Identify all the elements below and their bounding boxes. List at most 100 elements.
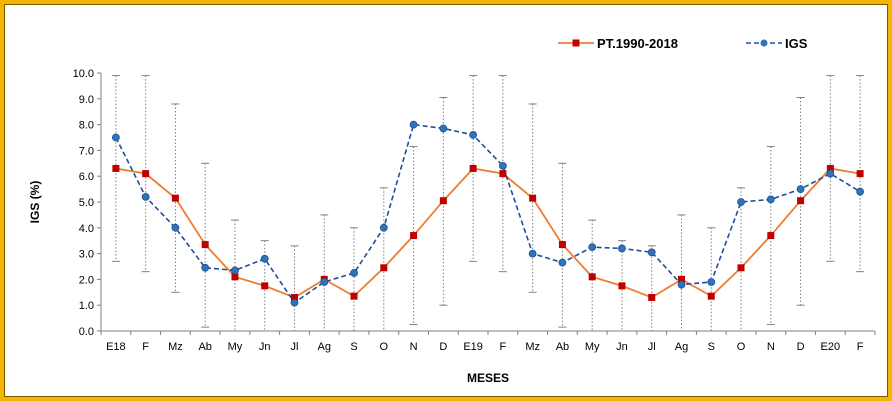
legend-marker-igs	[760, 39, 768, 47]
data-point-pt	[856, 170, 864, 178]
data-point-pt	[231, 273, 239, 281]
x-tick-label: E20	[821, 341, 841, 353]
x-tick-label: F	[142, 341, 149, 353]
data-point-igs	[439, 124, 448, 133]
data-point-pt	[826, 164, 834, 172]
x-tick-label: Ag	[318, 341, 331, 353]
data-point-pt	[588, 273, 596, 281]
x-tick-label: E18	[106, 341, 126, 353]
data-point-igs	[558, 258, 567, 267]
legend-label-pt: PT.1990-2018	[597, 36, 678, 51]
y-tick-label: 1.0	[79, 300, 94, 312]
data-point-igs	[231, 266, 239, 275]
y-tick-label: 10.0	[73, 68, 94, 80]
data-point-pt	[261, 282, 269, 290]
plot-area: 0.0 1.0 2.0 3.0 4.0 5.0 6.0 7.0 8.0 9.0 10.0 E18 F Mz…	[73, 68, 876, 353]
y-tick-label: 0.0	[79, 326, 94, 338]
data-point-pt	[529, 194, 537, 202]
data-point-pt	[797, 197, 805, 205]
y-tick-label: 4.0	[79, 223, 94, 235]
x-tick-label: E19	[463, 341, 483, 353]
data-point-igs	[350, 269, 358, 277]
data-point-igs	[469, 131, 478, 139]
data-point-igs	[796, 185, 805, 194]
x-tick-label: S	[350, 341, 357, 353]
data-point-igs	[320, 278, 329, 286]
data-point-igs	[260, 254, 269, 263]
x-tick-label: My	[228, 341, 243, 353]
y-tick-label: 6.0	[79, 171, 94, 183]
x-tick-label: D	[439, 341, 447, 353]
y-tick-label: 7.0	[79, 145, 94, 157]
legend: PT.1990-2018 IGS	[558, 36, 808, 51]
data-point-igs	[618, 244, 626, 253]
data-point-pt	[142, 170, 150, 178]
data-point-pt	[558, 241, 566, 249]
y-axis-title: IGS (%)	[28, 181, 42, 224]
y-tick-label: 5.0	[79, 197, 94, 209]
x-tick-label: N	[767, 341, 775, 353]
data-point-pt	[380, 264, 388, 272]
x-tick-label: O	[737, 341, 746, 353]
x-tick-label: S	[708, 341, 715, 353]
x-tick-label: Mz	[525, 341, 540, 353]
x-tick-label: Jn	[259, 341, 271, 353]
y-tick-label: 9.0	[79, 94, 94, 106]
data-point-igs	[588, 243, 597, 252]
data-point-pt	[618, 282, 626, 290]
data-point-igs	[737, 198, 745, 206]
data-point-pt	[410, 232, 418, 240]
data-point-pt	[201, 241, 209, 249]
data-point-pt	[707, 292, 715, 300]
x-tick-label: Ag	[675, 341, 688, 353]
data-point-igs	[766, 195, 775, 204]
x-axis-title: MESES	[467, 371, 509, 385]
series-line-pt	[115, 167, 861, 299]
x-tick-label: Jl	[291, 341, 299, 353]
x-tick-label: Jl	[648, 341, 656, 353]
line-chart: 0.0 1.0 2.0 3.0 4.0 5.0 6.0 7.0 8.0 9.0 10.0 E18 F Mz…	[28, 36, 876, 385]
series-line-igs	[115, 123, 861, 304]
data-point-igs	[141, 192, 150, 201]
data-point-igs	[171, 223, 180, 232]
data-point-pt	[171, 194, 179, 202]
x-tick-label: N	[410, 341, 418, 353]
data-point-igs	[707, 278, 716, 286]
x-tick-label: My	[585, 341, 600, 353]
y-tick-label: 2.0	[79, 274, 94, 286]
data-point-igs	[111, 133, 120, 142]
data-point-igs	[826, 169, 835, 178]
data-point-igs	[528, 249, 537, 258]
x-tick-label: Ab	[556, 341, 569, 353]
data-point-pt	[469, 164, 477, 172]
data-point-pt	[767, 232, 775, 240]
data-point-pt	[350, 292, 358, 300]
legend-marker-pt	[572, 39, 580, 47]
x-tick-label: Ab	[198, 341, 211, 353]
data-point-igs	[409, 120, 418, 129]
data-point-pt	[439, 197, 447, 205]
x-tick-label: D	[797, 341, 805, 353]
data-point-pt	[499, 170, 507, 178]
data-point-igs	[498, 161, 507, 170]
y-tick-label: 3.0	[79, 249, 94, 261]
x-tick-label: Jn	[616, 341, 628, 353]
data-point-pt	[648, 293, 656, 301]
data-point-igs	[677, 280, 686, 289]
data-point-igs	[290, 298, 299, 307]
data-point-igs	[201, 263, 210, 272]
data-point-pt	[291, 293, 298, 301]
x-tick-label: Mz	[168, 341, 183, 353]
x-tick-label: F	[857, 341, 864, 353]
x-tick-label: O	[380, 341, 389, 353]
x-tick-label: F	[500, 341, 507, 353]
y-tick-label: 8.0	[79, 120, 94, 132]
data-point-pt	[737, 264, 745, 272]
data-point-igs	[856, 187, 865, 196]
data-point-pt	[678, 275, 685, 283]
data-point-igs	[647, 248, 656, 257]
legend-label-igs: IGS	[785, 36, 808, 51]
data-point-pt	[112, 164, 120, 172]
data-point-igs	[379, 223, 388, 232]
